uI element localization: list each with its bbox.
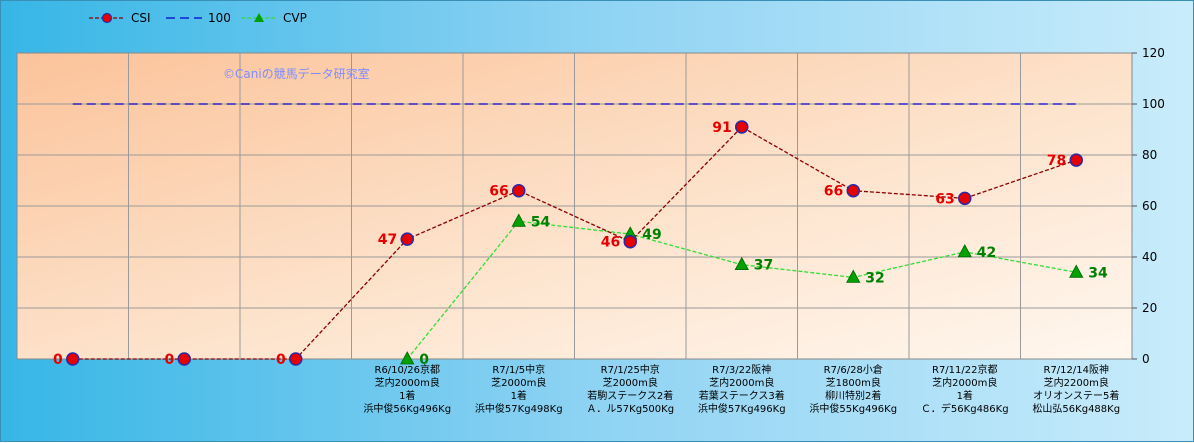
x-tick-label: R7/11/22京都 [932,363,998,376]
cvp-data-label: 49 [642,227,661,243]
csi-data-label: 0 [276,352,286,368]
y-axis: 0 20 40 60 80 100 120 [1132,46,1165,366]
cvp-data-label: 42 [977,245,996,261]
csi-data-label: 0 [53,352,63,368]
cvp-data-label: 0 [419,352,429,368]
x-tick-label: 浜中俊57Kg498Kg [475,402,563,415]
csi-point [1069,153,1083,167]
csi-data-label: 91 [712,120,731,136]
cvp-point [511,213,526,227]
y-tick-label: 60 [1142,199,1157,213]
x-tick-label: 若駒ステークス2着 [587,389,673,402]
legend-csi-marker [101,12,113,24]
cvp-point [400,351,415,365]
cvp-data-label: 32 [865,270,884,286]
grid [17,53,1132,359]
csi-point [177,352,191,366]
legend-100-label: 100 [208,11,231,25]
y-tick-label: 20 [1142,301,1157,315]
x-tick-label: R7/6/28小倉 [824,363,883,376]
x-tick-label: 芝内2000m良 [932,376,997,389]
y-tick-label: 40 [1142,250,1157,264]
cvp-data-label: 34 [1088,265,1108,281]
x-tick-label: 芝内2000m良 [709,376,774,389]
x-tick-label: Ｃ．デ56Kg486Kg [921,402,1009,415]
csi-point [66,352,80,366]
x-tick-label: 1着 [399,389,415,402]
y-tick-label: 100 [1142,97,1165,111]
x-tick-label: 芝2000m良 [491,376,546,389]
csi-data-label: 47 [378,232,397,248]
cvp-point [846,269,861,283]
cvp-point [734,256,749,271]
csi-point [735,120,749,134]
x-tick-label: 芝2000m良 [603,376,658,389]
x-tick-label: オリオンステー5着 [1033,389,1119,402]
x-tick-label: 1着 [957,389,973,402]
legend-cvp-label: CVP [283,11,307,25]
csi-point [846,183,860,198]
x-tick-label: 松山弘56Kg488Kg [1032,402,1120,415]
x-tick-label: 浜中俊57Kg496Kg [698,402,786,415]
csi-point [289,352,303,366]
cvp-point [957,244,972,258]
watermark: ©Caniの競馬データ研究室 [223,66,370,81]
csi-data-label: 78 [1047,153,1066,169]
x-tick-label: 1着 [511,389,527,402]
csi-data-label: 0 [165,352,175,368]
csi-data-label: 66 [824,184,843,200]
csi-data-label: 46 [601,235,620,251]
x-tick-label: 浜中俊56Kg496Kg [363,402,451,415]
x-tick-label: R7/1/5中京 [492,363,545,376]
x-tick-label: R6/10/26京都 [375,363,441,376]
csi-point [512,183,526,198]
x-tick-label: R7/12/14阪神 [1044,363,1110,376]
y-tick-label: 80 [1142,148,1157,162]
series-layer: 0 54 49 37 32 42 34 0 0 0 47 66 46 91 66 63 78 [53,103,1108,368]
csi-point [958,191,972,206]
cvp-data-label: 37 [754,258,773,274]
x-tick-label: R7/3/22阪神 [712,363,771,376]
legend: CSI 100 CVP [89,11,307,25]
x-tick-label: 芝1800m良 [826,376,881,389]
csi-point [623,234,637,249]
x-tick-label: 芝内2200m良 [1044,376,1109,389]
legend-cvp-marker [254,13,264,22]
x-tick-label: R7/1/25中京 [601,363,660,376]
x-tick-label: 柳川特別2着 [825,389,881,402]
cvp-data-label: 54 [531,214,551,230]
x-tick-label: 若葉ステークス3着 [699,389,785,402]
csi-line [72,126,1077,360]
x-tick-label: 浜中俊55Kg496Kg [809,402,897,415]
x-tick-label: 芝内2000m良 [375,376,440,389]
x-tick-label: Ａ．ル57Kg500Kg [586,404,674,415]
x-axis-labels: R6/10/26京都芝内2000m良1着浜中俊56Kg496KgR7/1/5中京… [363,363,1120,415]
legend-csi-label: CSI [131,11,151,25]
csi-point [400,232,414,246]
y-tick-label: 120 [1142,46,1165,60]
cvp-point [1069,264,1084,278]
csi-data-label: 63 [935,191,954,207]
y-tick-label: 0 [1142,352,1150,366]
csi-data-label: 66 [489,184,508,200]
